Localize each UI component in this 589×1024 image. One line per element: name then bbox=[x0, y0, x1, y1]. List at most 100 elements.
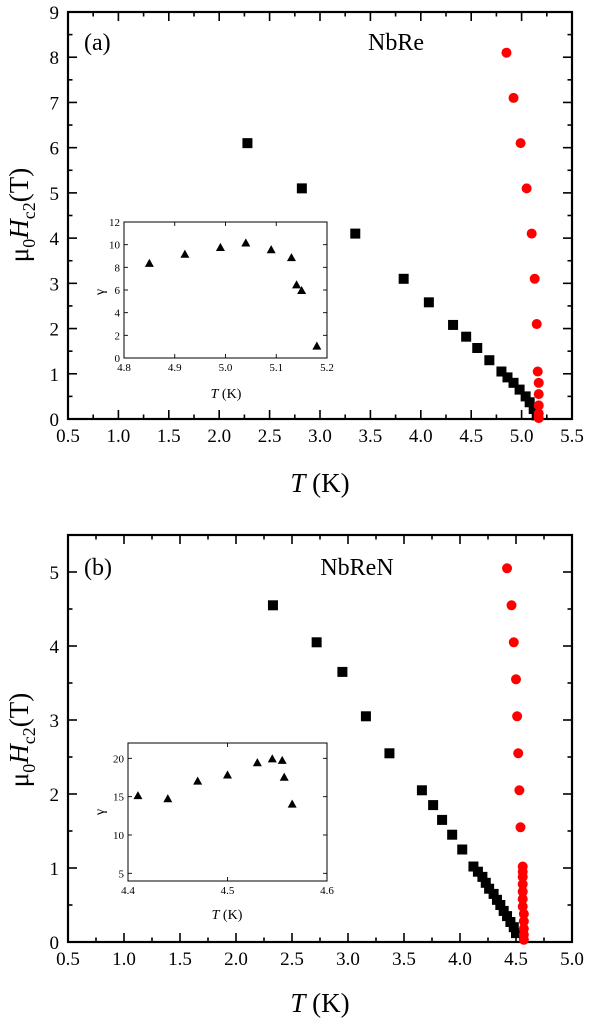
inset-x-tick-label: 4.6 bbox=[320, 885, 334, 897]
material-label: NbRe bbox=[368, 30, 424, 56]
inset-data-point bbox=[277, 755, 287, 764]
y-tick-label: 2 bbox=[50, 785, 60, 806]
y-tick-label: 6 bbox=[50, 139, 60, 160]
data-point bbox=[532, 366, 543, 377]
data-point bbox=[515, 138, 526, 149]
data-point bbox=[531, 319, 542, 330]
y-tick-label: 4 bbox=[50, 637, 60, 658]
inset-x-axis-title: T (K) bbox=[211, 387, 242, 402]
data-point bbox=[518, 916, 529, 927]
data-point bbox=[514, 384, 525, 395]
inset-x-tick-label: 4.8 bbox=[117, 362, 131, 374]
data-point bbox=[518, 934, 529, 945]
inset-y-tick-label: 12 bbox=[109, 217, 120, 229]
panel-label: (a) bbox=[84, 30, 111, 56]
data-point bbox=[360, 711, 371, 722]
inset-x-axis-unit: (K) bbox=[219, 908, 242, 923]
inset-data-point bbox=[287, 799, 297, 808]
inset-data-point bbox=[267, 754, 277, 763]
data-point bbox=[484, 355, 495, 366]
x-tick-label: 0.5 bbox=[56, 949, 80, 970]
inset-x-axis-title: T (K) bbox=[212, 908, 243, 923]
inset-y-tick-label: 20 bbox=[113, 753, 125, 765]
inset-data-point bbox=[279, 772, 289, 781]
x-tick-label: 1.5 bbox=[157, 426, 181, 447]
data-point bbox=[498, 905, 509, 916]
data-point bbox=[495, 900, 506, 910]
inset-y-axis-title: γ bbox=[93, 289, 108, 296]
data-point bbox=[502, 372, 513, 383]
data-point bbox=[517, 871, 528, 882]
x-tick-label: 3.5 bbox=[359, 426, 383, 447]
data-point bbox=[511, 928, 521, 939]
data-point bbox=[512, 711, 523, 722]
y-axis-title: μ0Hc2(T) bbox=[4, 168, 39, 262]
y-tick-label: 1 bbox=[50, 365, 60, 386]
data-point bbox=[350, 228, 361, 239]
y-tick-label: 5 bbox=[50, 184, 60, 205]
inset-data-point bbox=[215, 242, 225, 251]
data-point bbox=[311, 637, 322, 648]
x-tick-label: 5.0 bbox=[560, 949, 584, 970]
x-tick-label: 1.0 bbox=[107, 426, 131, 447]
y-axis-title: μ0Hc2(T) bbox=[4, 693, 39, 787]
data-point bbox=[398, 273, 409, 284]
x-tick-label: 3.0 bbox=[308, 426, 332, 447]
inset-data-point bbox=[223, 770, 232, 779]
data-point bbox=[521, 183, 532, 194]
data-point bbox=[533, 413, 544, 424]
inset-data-point bbox=[297, 285, 307, 295]
inset-data-point bbox=[193, 776, 203, 785]
data-point bbox=[517, 901, 528, 912]
inset-y-tick-label: 8 bbox=[115, 262, 121, 274]
data-point bbox=[506, 600, 517, 611]
data-point bbox=[517, 886, 528, 897]
data-point bbox=[477, 871, 488, 882]
series-square bbox=[267, 600, 521, 939]
y-tick-label: 3 bbox=[50, 711, 60, 732]
inset-x-axis-symbol: T bbox=[212, 908, 221, 923]
x-axis-title: T (K) bbox=[290, 468, 349, 498]
x-axis-symbol: T bbox=[290, 468, 307, 498]
inset-x-tick-label: 5.2 bbox=[320, 362, 334, 374]
x-tick-label: 5.0 bbox=[510, 426, 534, 447]
data-point bbox=[502, 911, 513, 922]
data-point bbox=[448, 319, 459, 330]
x-tick-label: 2.0 bbox=[207, 426, 231, 447]
y-axis-unit: (T) bbox=[4, 168, 34, 202]
data-point bbox=[508, 637, 519, 648]
data-point bbox=[508, 377, 519, 388]
data-point bbox=[491, 894, 502, 905]
series-circle bbox=[502, 563, 529, 945]
data-point bbox=[501, 47, 512, 58]
y-tick-label: 2 bbox=[50, 320, 60, 341]
x-axis-symbol: T bbox=[290, 988, 307, 1018]
data-point bbox=[513, 748, 524, 759]
inset-data-point bbox=[292, 280, 302, 289]
data-point bbox=[533, 400, 544, 411]
y-axis-mu: μ bbox=[4, 248, 34, 262]
series-circle bbox=[501, 47, 544, 424]
data-point bbox=[508, 922, 519, 933]
data-point bbox=[428, 800, 439, 811]
inset-data-point bbox=[180, 249, 190, 258]
data-point bbox=[524, 397, 535, 408]
y-axis-h: H bbox=[4, 743, 34, 765]
data-point bbox=[533, 389, 544, 400]
y-tick-label: 9 bbox=[50, 3, 60, 24]
y-axis-sub0: 0 bbox=[19, 239, 39, 248]
inset-data-point bbox=[286, 253, 296, 262]
data-point bbox=[511, 674, 521, 685]
x-tick-label: 4.0 bbox=[448, 949, 472, 970]
inset-y-axis-title: γ bbox=[93, 809, 108, 816]
x-tick-label: 4.5 bbox=[504, 949, 528, 970]
y-tick-label: 5 bbox=[50, 563, 60, 584]
data-point bbox=[267, 600, 278, 611]
x-axis-unit: (K) bbox=[305, 468, 349, 498]
panel-b: 0.5 1.0 1.5 2.0 2.5 3.0 3.5 4.0 4.5 5.0 0 1 2 3 4 5 (b) N… bbox=[4, 533, 584, 1018]
material-label: NbReN bbox=[320, 555, 393, 581]
data-point bbox=[468, 861, 479, 872]
inset-y-tick-label: 10 bbox=[109, 240, 121, 252]
data-point bbox=[518, 908, 529, 919]
x-tick-label: 1.5 bbox=[168, 949, 192, 970]
